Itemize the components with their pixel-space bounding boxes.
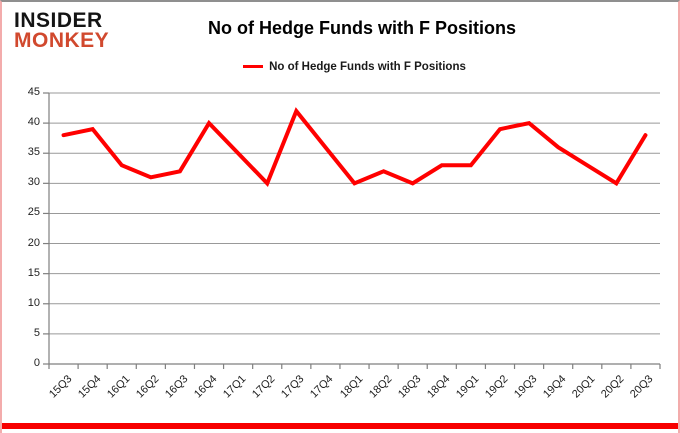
y-axis-tick-label: 5	[33, 326, 40, 339]
y-axis-tick-label: 30	[27, 176, 40, 189]
chart-title: No of Hedge Funds with F Positions	[208, 18, 516, 38]
insider-monkey-logo: INSIDER MONKEY	[14, 9, 110, 52]
logo-text-monkey: MONKEY	[14, 28, 110, 52]
y-axis-tick-label: 25	[27, 206, 40, 219]
y-axis-tick-label: 10	[27, 296, 40, 309]
y-axis-tick-label: 45	[27, 86, 40, 98]
legend: No of Hedge Funds with F Positions	[49, 55, 660, 73]
bottom-red-bar	[2, 423, 678, 429]
y-axis-tick-label: 20	[27, 236, 40, 249]
y-axis-tick-label: 0	[33, 357, 40, 369]
legend-line-swatch	[243, 65, 264, 68]
y-axis-tick-label: 40	[27, 116, 40, 129]
y-axis-tick-label: 35	[27, 146, 40, 159]
logo-text-insider: INSIDER	[14, 9, 103, 32]
legend-entry: No of Hedge Funds with F Positions	[243, 61, 466, 73]
y-axis-tick-label: 15	[27, 266, 40, 279]
series-line	[61, 107, 648, 187]
legend-label: No of Hedge Funds with F Positions	[269, 60, 466, 73]
